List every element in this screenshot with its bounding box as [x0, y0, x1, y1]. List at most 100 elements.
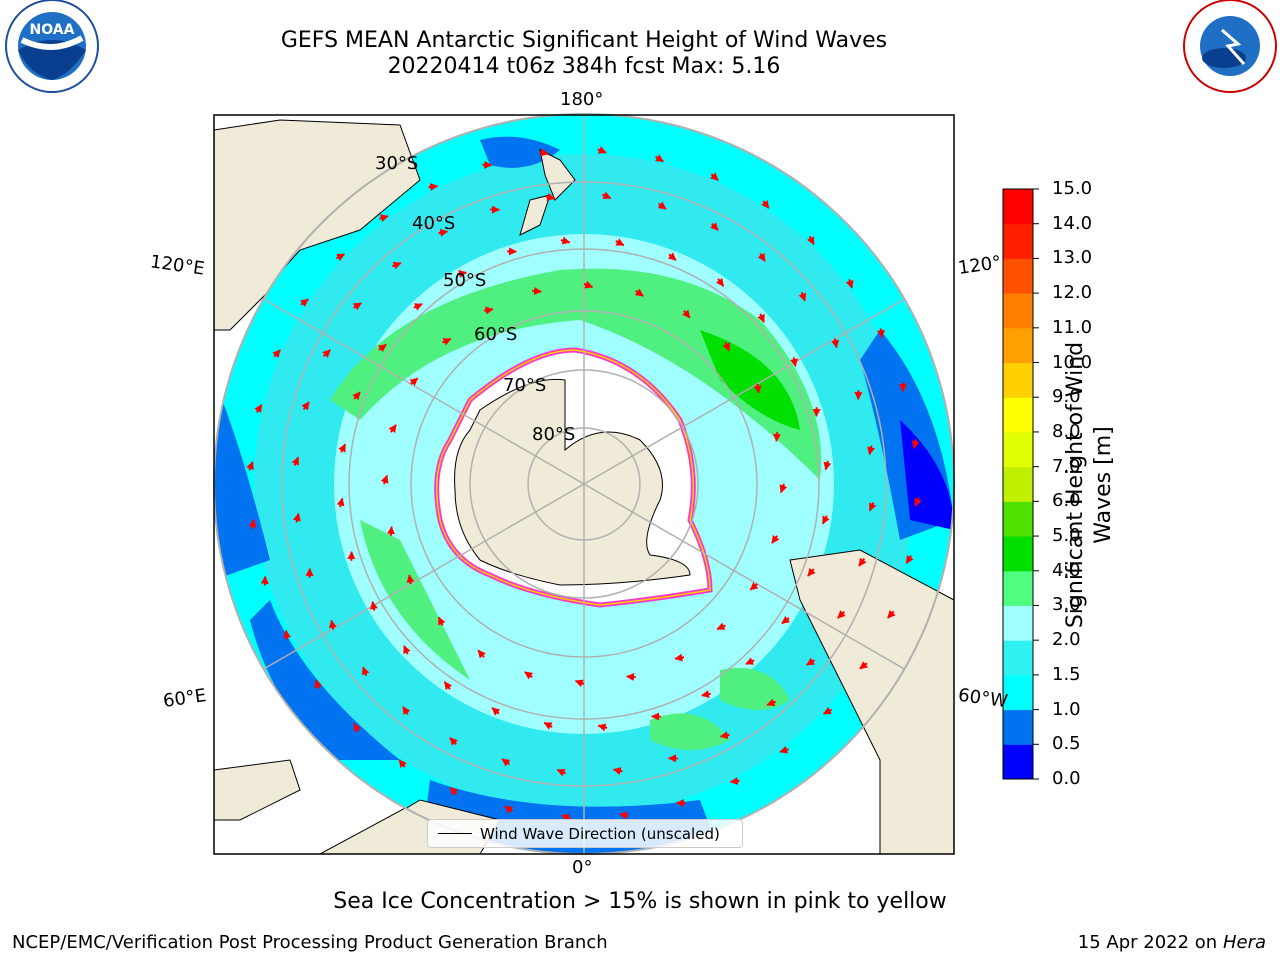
wind-wave-arrow — [753, 383, 762, 394]
wind-wave-arrow — [379, 214, 389, 223]
wind-wave-arrow — [437, 616, 446, 626]
colorbar-tick-label: 10.0 — [1052, 351, 1093, 373]
wind-wave-arrow — [388, 424, 397, 434]
wind-wave-arrow — [361, 666, 370, 676]
wind-wave-arrow — [457, 269, 467, 278]
wind-wave-arrow — [403, 645, 411, 655]
wind-wave-arrow — [657, 201, 667, 210]
wind-wave-arrow — [539, 148, 549, 157]
colorbar-segment — [1003, 466, 1033, 502]
wind-wave-arrow — [352, 391, 361, 401]
colorbar-label-line2: Waves [m] — [1091, 426, 1116, 544]
colorbar-segment — [1003, 640, 1033, 676]
sea-ice-caption: Sea Ice Concentration > 15% is shown in … — [333, 889, 947, 914]
wind-wave-arrow — [779, 483, 788, 494]
colorbar-segment — [1003, 605, 1033, 641]
colorbar-segment — [1003, 431, 1033, 468]
wind-wave-arrow — [597, 723, 608, 732]
noaa-logo: NOAA — [5, 0, 99, 93]
wind-wave-arrow — [845, 279, 854, 289]
colorbar-tick-label: 14.0 — [1052, 212, 1093, 234]
noaa-logo-text: NOAA — [30, 22, 75, 38]
wind-wave-arrow — [911, 439, 920, 449]
wind-wave-arrow — [757, 252, 766, 262]
wind-wave-arrow — [710, 222, 719, 231]
wind-wave-arrow — [716, 622, 726, 631]
wind-wave-arrow — [583, 280, 594, 289]
colorbar-segment — [1003, 258, 1033, 294]
colorbar-label-line1: Significant Height of Wind — [1063, 341, 1088, 629]
wind-wave-arrow — [806, 235, 815, 246]
wind-wave-arrow — [914, 497, 922, 507]
colorbar-tick-label: 12.0 — [1052, 282, 1093, 304]
wind-wave-arrow — [524, 671, 534, 680]
wind-wave-arrow — [293, 512, 301, 523]
wind-wave-arrow — [299, 298, 309, 307]
wind-wave-arrow — [377, 343, 387, 353]
wind-wave-arrow — [483, 306, 494, 315]
lat-label-60s: 60°S — [474, 324, 518, 345]
wind-wave-arrow — [406, 574, 415, 585]
wind-wave-arrow — [402, 706, 411, 716]
colorbar-tick-label: 2.0 — [1052, 629, 1081, 651]
colorbar-tick-label: 5.0 — [1052, 525, 1081, 547]
wind-wave-arrow — [655, 154, 664, 163]
wind-wave-arrow — [409, 377, 419, 386]
wind-wave-arrow — [615, 238, 625, 247]
wind-wave-arrow — [392, 261, 402, 270]
wind-wave-arrow — [501, 758, 511, 767]
colorbar-segment — [1003, 709, 1033, 745]
wind-wave-arrow — [353, 722, 362, 733]
wind-wave-arrow — [443, 681, 453, 691]
wind-wave-arrow — [449, 737, 458, 746]
wind-wave-arrow — [761, 199, 770, 209]
wind-wave-arrow — [322, 349, 331, 358]
wind-wave-arrow — [837, 610, 846, 619]
wind-wave-arrow — [491, 707, 501, 716]
colorbar-tick-label: 6.0 — [1052, 490, 1081, 512]
wind-wave-arrow — [369, 601, 378, 611]
colorbar-border — [1002, 188, 1034, 780]
wind-wave-arrow — [831, 338, 840, 349]
nws-logo — [1183, 0, 1277, 93]
wind-wave-arrow — [352, 302, 362, 311]
wind-wave-arrows — [246, 146, 922, 822]
wind-wave-arrow — [574, 679, 585, 688]
wind-wave-arrow — [858, 557, 867, 567]
wind-wave-arrow — [682, 309, 691, 319]
wind-wave-arrow — [667, 252, 677, 261]
wind-wave-arrow — [597, 146, 607, 154]
wind-wave-arrow — [709, 172, 719, 181]
wind-wave-arrow — [749, 582, 759, 591]
wind-wave-arrow — [807, 567, 816, 577]
wind-wave-arrow — [779, 745, 789, 754]
wind-wave-arrow — [821, 515, 830, 525]
wind-wave-arrow — [413, 303, 423, 311]
wind-wave-arrow — [272, 349, 281, 359]
colorbar-tick-label: 3.0 — [1052, 594, 1081, 616]
colorbar-tick-label: 0.5 — [1052, 733, 1081, 755]
chart-title: GEFS MEAN Antarctic Significant Height o… — [280, 28, 888, 53]
wind-wave-arrow — [781, 615, 791, 625]
wind-wave-arrow — [328, 619, 337, 630]
colorbar-segment — [1003, 536, 1033, 572]
map-legend: Wind Wave Direction (unscaled) — [427, 819, 743, 848]
colorbar-segment — [1003, 501, 1033, 537]
antarctica — [434, 347, 713, 608]
wind-wave-arrow — [877, 328, 885, 339]
wind-wave-arrow — [438, 228, 449, 237]
wind-wave-arrow — [701, 690, 711, 699]
wind-wave-arrow — [246, 461, 254, 471]
wind-wave-arrow — [398, 759, 407, 769]
wind-wave-arrow — [380, 474, 389, 485]
wind-wave-arrow — [338, 443, 347, 453]
footer-date: 15 Apr 2022 on Hera — [1078, 932, 1266, 953]
colorbar-segment — [1003, 744, 1033, 780]
colorbar-tick-label: 9.0 — [1052, 386, 1081, 408]
wind-wave-arrow — [745, 657, 755, 665]
lat-label-30s: 30°S — [375, 153, 419, 174]
colorbar-label: Significant Height of Wind Waves [m] — [1062, 335, 1118, 635]
colorbar-segment — [1003, 293, 1033, 329]
wind-wave-arrow — [905, 555, 914, 564]
wind-wave-arrow — [301, 401, 310, 411]
